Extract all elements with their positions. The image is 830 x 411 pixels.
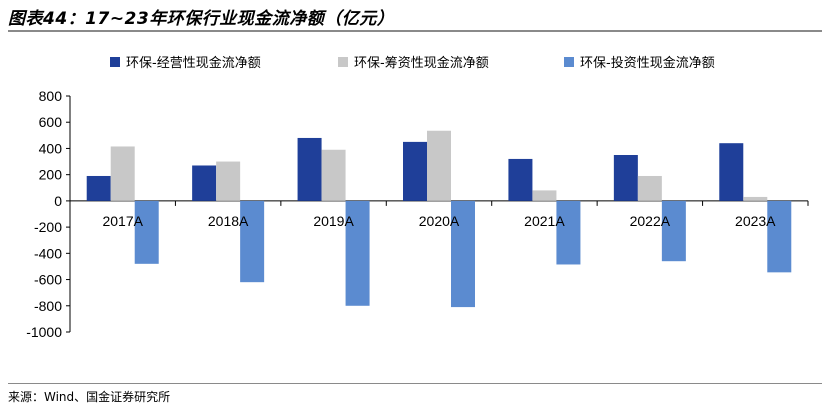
x-tick-label: 2021A bbox=[524, 213, 565, 229]
bar-investing bbox=[345, 200, 370, 306]
bar-operating bbox=[613, 155, 638, 201]
y-tick-label: 0 bbox=[54, 193, 62, 209]
legend-swatch-operating bbox=[110, 56, 120, 67]
legend-swatch-investing bbox=[564, 56, 574, 67]
legend-label-financing: 环保-筹资性现金流净额 bbox=[354, 56, 489, 71]
bar-investing bbox=[661, 200, 686, 262]
bar-operating bbox=[403, 141, 427, 201]
y-tick-label: 200 bbox=[39, 167, 63, 183]
x-tick-label: 2019A bbox=[313, 213, 354, 229]
bar-investing bbox=[556, 200, 581, 265]
title-divider bbox=[8, 30, 822, 32]
legend-swatch-financing bbox=[338, 56, 348, 67]
bar-investing bbox=[767, 200, 792, 273]
bar-financing bbox=[427, 130, 451, 201]
bar-operating bbox=[192, 165, 217, 201]
y-tick-label: 800 bbox=[39, 88, 63, 104]
legend-item-investing: 环保-投资性现金流净额 bbox=[564, 52, 715, 71]
legend-item-financing: 环保-筹资性现金流净额 bbox=[338, 52, 489, 71]
bar-financing bbox=[321, 149, 346, 201]
x-tick-label: 2018A bbox=[208, 213, 249, 229]
bar-investing bbox=[134, 200, 159, 264]
chart-title: 图表44：17~23年环保行业现金流净额（亿元） bbox=[8, 9, 395, 29]
bar-operating bbox=[508, 158, 533, 201]
x-tick-label: 2023A bbox=[735, 213, 776, 229]
bar-financing bbox=[216, 161, 241, 201]
y-tick-label: -200 bbox=[34, 219, 62, 235]
bar-investing bbox=[240, 200, 265, 283]
y-tick-label: -400 bbox=[34, 245, 62, 261]
bar-operating bbox=[297, 137, 322, 201]
bar-operating bbox=[86, 175, 111, 201]
y-tick-label: 400 bbox=[39, 140, 63, 156]
legend-label-investing: 环保-投资性现金流净额 bbox=[580, 56, 715, 71]
x-tick-label: 2022A bbox=[630, 213, 671, 229]
chart-legend: 环保-经营性现金流净额 环保-筹资性现金流净额 环保-投资性现金流净额 bbox=[0, 52, 830, 72]
bar-financing bbox=[532, 190, 557, 201]
source-note: 来源：Wind、国金证券研究所 bbox=[8, 390, 171, 404]
y-tick-label: -600 bbox=[34, 272, 62, 288]
y-tick-label: 600 bbox=[39, 114, 63, 130]
y-tick-label: -1000 bbox=[26, 324, 62, 340]
source-divider bbox=[8, 383, 822, 384]
bar-investing bbox=[451, 200, 475, 308]
bar-operating bbox=[719, 143, 744, 201]
x-tick-label: 2020A bbox=[419, 213, 460, 229]
legend-label-operating: 环保-经营性现金流净额 bbox=[126, 56, 261, 71]
bar-financing bbox=[110, 146, 135, 201]
y-tick-label: -800 bbox=[34, 298, 62, 314]
legend-item-operating: 环保-经营性现金流净额 bbox=[110, 52, 261, 71]
x-tick-label: 2017A bbox=[102, 213, 143, 229]
bar-financing bbox=[743, 196, 768, 201]
bar-financing bbox=[637, 175, 662, 201]
